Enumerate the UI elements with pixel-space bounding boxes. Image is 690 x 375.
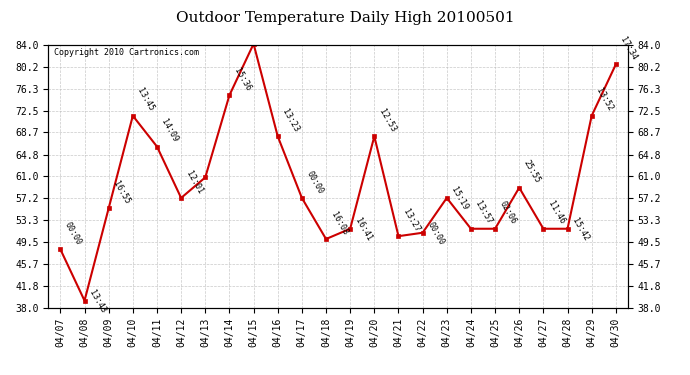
Text: Copyright 2010 Cartronics.com: Copyright 2010 Cartronics.com — [54, 48, 199, 57]
Text: 25:55: 25:55 — [522, 159, 542, 185]
Text: 16:41: 16:41 — [353, 216, 373, 243]
Text: 13:45: 13:45 — [136, 87, 156, 113]
Text: 12:53: 12:53 — [377, 107, 397, 134]
Text: 00:00: 00:00 — [63, 220, 83, 246]
Text: 00:00: 00:00 — [426, 220, 446, 247]
Text: 13:43: 13:43 — [88, 288, 108, 315]
Text: 11:46: 11:46 — [546, 200, 566, 226]
Text: 15:42: 15:42 — [571, 216, 591, 243]
Text: 13:27: 13:27 — [402, 207, 422, 233]
Text: 15:19: 15:19 — [450, 186, 470, 212]
Text: 13:52: 13:52 — [595, 87, 615, 113]
Text: 14:09: 14:09 — [160, 118, 180, 144]
Text: 16:55: 16:55 — [112, 179, 132, 206]
Text: 16:08: 16:08 — [329, 210, 349, 236]
Text: 12:01: 12:01 — [184, 169, 204, 195]
Text: 00:00: 00:00 — [305, 169, 325, 195]
Text: 02:06: 02:06 — [498, 200, 518, 226]
Text: Outdoor Temperature Daily High 20100501: Outdoor Temperature Daily High 20100501 — [176, 11, 514, 25]
Text: 15:36: 15:36 — [233, 66, 253, 93]
Text: 15:53: 15:53 — [0, 374, 1, 375]
Text: 17:34: 17:34 — [619, 36, 639, 62]
Text: 13:57: 13:57 — [474, 200, 494, 226]
Text: 13:23: 13:23 — [281, 107, 301, 134]
